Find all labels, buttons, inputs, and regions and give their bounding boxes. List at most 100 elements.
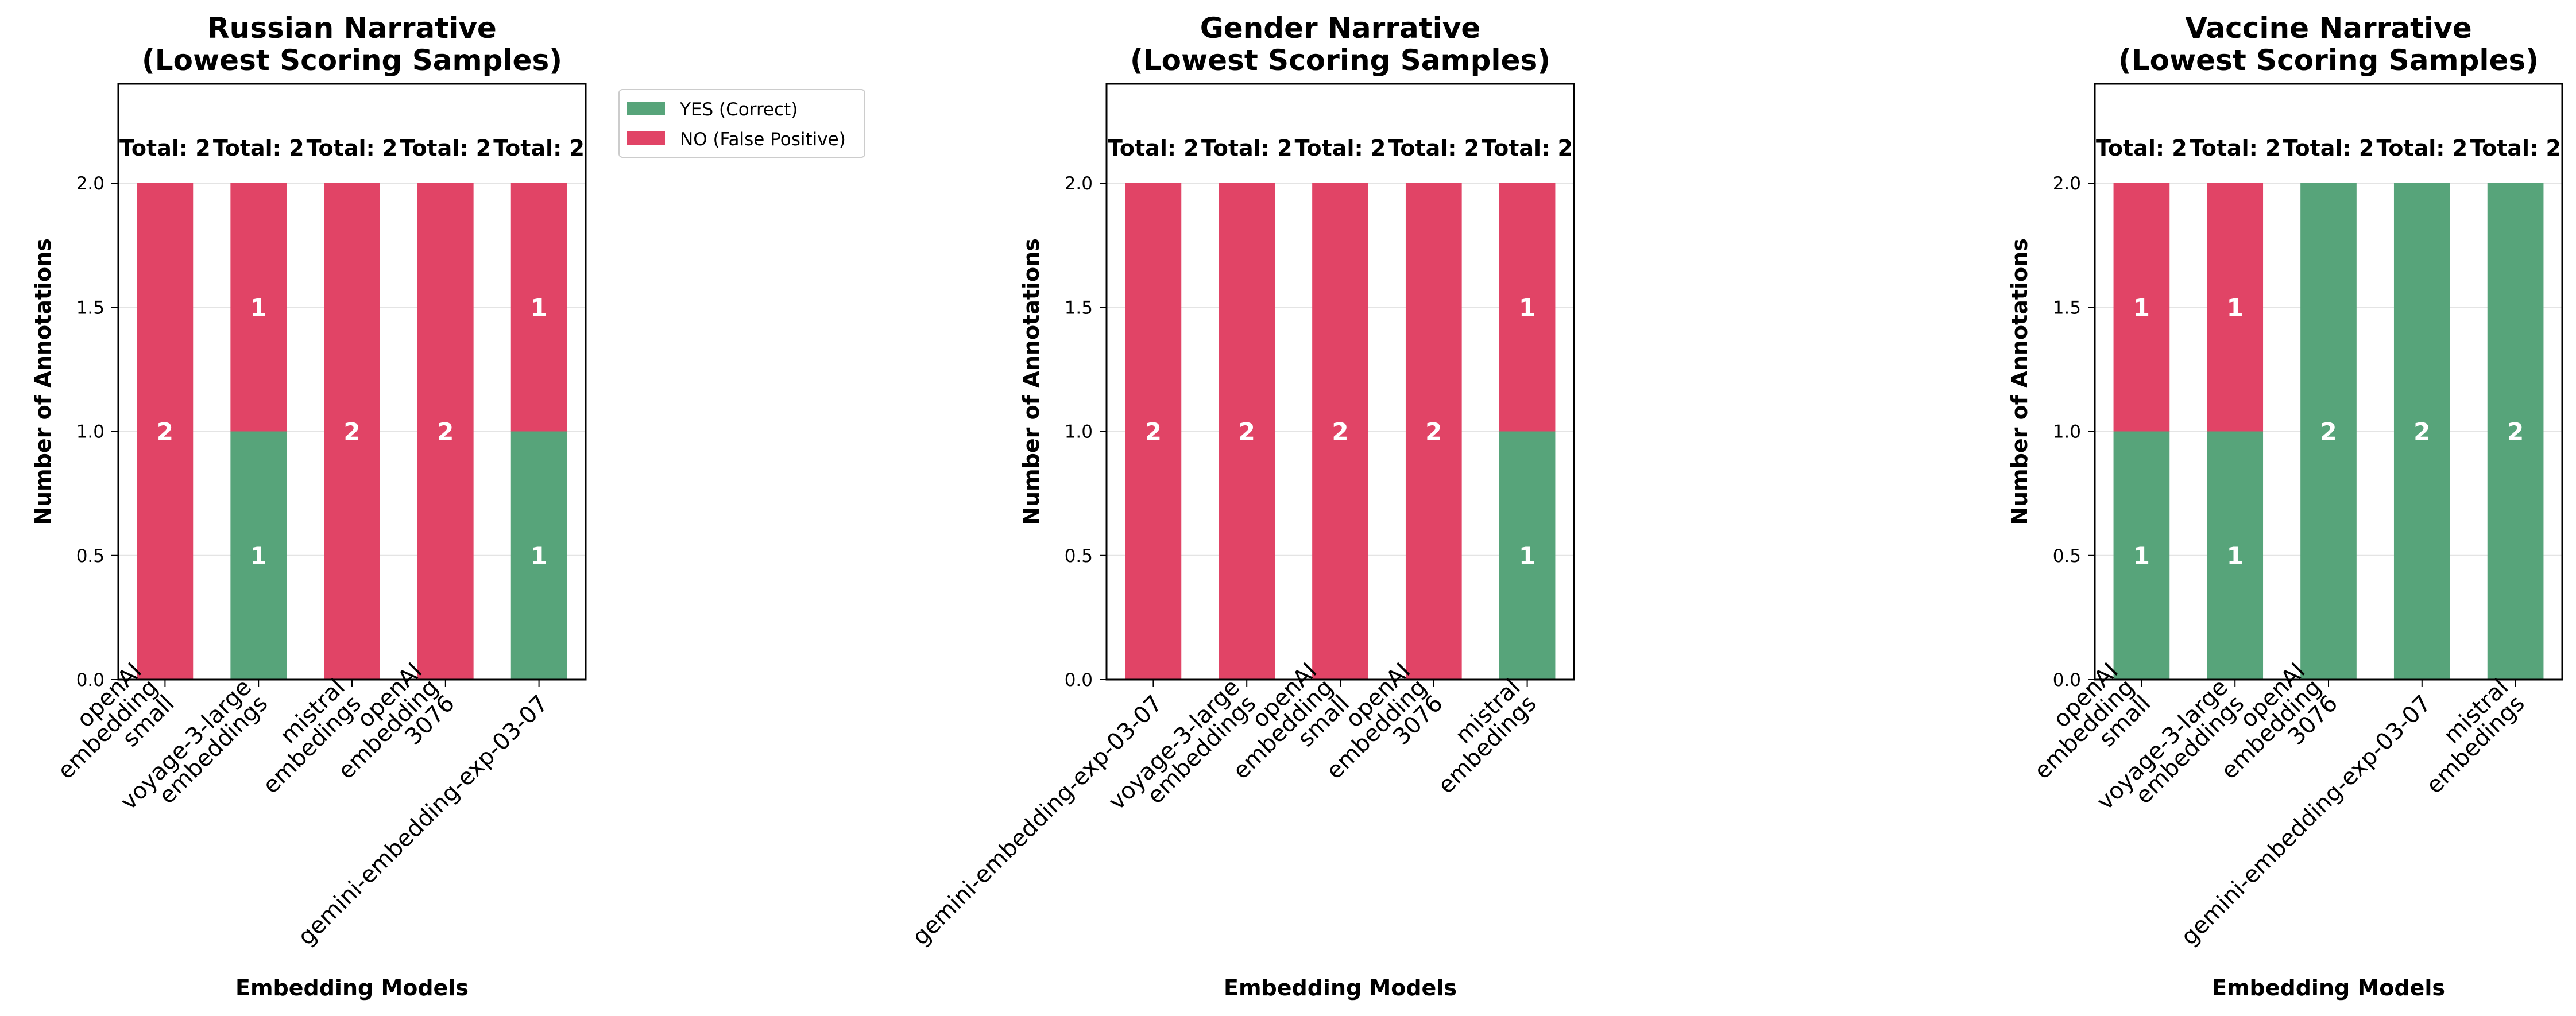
bar-yes-4 — [2393, 183, 2450, 680]
chart-title-line: (Lowest Scoring Samples) — [2118, 44, 2539, 77]
segment-value-label: 1 — [2227, 542, 2244, 570]
xtick-label: mistralembedings — [1417, 674, 1542, 799]
segment-value-label: 2 — [343, 418, 360, 446]
bar-no-2 — [2207, 183, 2264, 432]
chart-title-line: Gender Narrative — [1200, 11, 1481, 45]
y-axis-label: Number of Annotations — [2007, 238, 2032, 525]
bar-yes-5 — [510, 431, 567, 680]
chart-title: Gender Narrative (Lowest Scoring Samples) — [1130, 11, 1550, 77]
chart-title-line: Russian Narrative — [207, 11, 497, 45]
bar-no-2 — [1219, 183, 1275, 680]
ytick-label: 2.0 — [2053, 173, 2081, 194]
ytick-label: 2.0 — [76, 173, 105, 194]
segment-value-label: 2 — [1239, 418, 1255, 446]
ytick-label: 1.5 — [76, 297, 105, 318]
plot-frame — [1105, 83, 1575, 681]
ytick-label: 0.0 — [76, 670, 105, 691]
segment-value-label: 1 — [2227, 293, 2244, 321]
total-label: Total: 2 — [2470, 135, 2561, 161]
total-label: Total: 2 — [493, 135, 585, 161]
total-label: Total: 2 — [1388, 135, 1479, 161]
total-label: Total: 2 — [1295, 135, 1386, 161]
legend-frame — [618, 89, 865, 158]
ytick-label: 1.5 — [1065, 297, 1093, 318]
segment-value-label: 2 — [437, 418, 454, 446]
segment-value-label: 2 — [1425, 418, 1442, 446]
bar-no-4 — [417, 183, 474, 680]
segment-value-label: 1 — [2133, 293, 2150, 321]
total-label: Total: 2 — [1201, 135, 1293, 161]
y-axis-label: Number of Annotations — [30, 238, 56, 525]
segment-value-label: 2 — [1332, 418, 1348, 446]
bar-no-5 — [510, 183, 567, 432]
legend-label-no: NO (False Positive) — [680, 129, 846, 150]
total-label: Total: 2 — [2283, 135, 2374, 161]
legend: YES (Correct) NO (False Positive) — [618, 89, 865, 158]
bar-no-5 — [1499, 183, 1556, 432]
bar-no-1 — [137, 183, 194, 680]
x-axis-label: Embedding Models — [235, 975, 469, 1001]
bar-yes-3 — [2300, 183, 2357, 680]
bar-no-2 — [230, 183, 287, 432]
bar-yes-2 — [2207, 431, 2264, 680]
chart-title-line: Vaccine Narrative — [2185, 11, 2471, 45]
ytick-label: 1.0 — [76, 422, 105, 443]
chart-title-line: (Lowest Scoring Samples) — [142, 44, 562, 77]
total-label: Total: 2 — [400, 135, 491, 161]
ytick-label: 0.0 — [1065, 670, 1093, 691]
bar-yes-5 — [1499, 431, 1556, 680]
bar-no-1 — [1125, 183, 1182, 680]
segment-value-label: 2 — [2413, 418, 2430, 446]
total-label: Total: 2 — [213, 135, 304, 161]
ytick-label: 1.0 — [1065, 422, 1093, 443]
bar-no-3 — [1312, 183, 1368, 680]
xtick-label: mistralembedings — [2405, 674, 2530, 799]
bar-yes-2 — [230, 431, 287, 680]
ytick-label: 1.5 — [2053, 297, 2081, 318]
segment-value-label: 2 — [2507, 418, 2524, 446]
bar-no-1 — [2113, 183, 2170, 432]
legend-swatch-no — [627, 131, 665, 145]
total-label: Total: 2 — [2096, 135, 2187, 161]
x-axis-label: Embedding Models — [1224, 975, 1457, 1001]
chart-panel-2: 0.0 0.5 1.0 1.5 2.0 2 Total: 2 gemini-embedding… — [907, 11, 1575, 1001]
chart-title: Russian Narrative (Lowest Scoring Samples… — [142, 11, 562, 77]
chart-title-line: (Lowest Scoring Samples) — [1130, 44, 1550, 77]
ytick-label: 2.0 — [1065, 173, 1093, 194]
ytick-label: 0.5 — [2053, 546, 2081, 567]
segment-value-label: 1 — [250, 293, 267, 321]
legend-swatch-yes — [627, 102, 665, 115]
ytick-label: 1.0 — [2053, 422, 2081, 443]
plot-frame — [2094, 83, 2563, 681]
total-label: Total: 2 — [1482, 135, 1573, 161]
xtick-label: voyage-3-largeembeddings — [1104, 674, 1261, 831]
segment-value-label: 1 — [531, 542, 547, 570]
total-label: Total: 2 — [307, 135, 398, 161]
segment-value-label: 1 — [2133, 542, 2150, 570]
xtick-label: gemini-embedding-exp-03-07 — [907, 691, 1167, 951]
segment-value-label: 2 — [2320, 418, 2337, 446]
segment-value-label: 2 — [1145, 418, 1162, 446]
bar-yes-1 — [2113, 431, 2170, 680]
legend-label-yes: YES (Correct) — [679, 99, 798, 120]
plot-frame — [117, 83, 587, 681]
total-label: Total: 2 — [2190, 135, 2281, 161]
bar-yes-5 — [2487, 183, 2544, 680]
segment-value-label: 1 — [250, 542, 267, 570]
y-axis-label: Number of Annotations — [1019, 238, 1044, 525]
chart-title: Vaccine Narrative (Lowest Scoring Samples… — [2118, 11, 2539, 77]
ytick-label: 0.5 — [76, 546, 105, 567]
total-label: Total: 2 — [1108, 135, 1199, 161]
segment-value-label: 2 — [157, 418, 173, 446]
segment-value-label: 1 — [531, 293, 547, 321]
bar-no-3 — [324, 183, 380, 680]
total-label: Total: 2 — [119, 135, 211, 161]
ytick-label: 0.0 — [2053, 670, 2081, 691]
segment-value-label: 1 — [1519, 293, 1535, 321]
xtick-label-line: gemini-embedding-exp-03-07 — [907, 691, 1167, 951]
ytick-label: 0.5 — [1065, 546, 1093, 567]
